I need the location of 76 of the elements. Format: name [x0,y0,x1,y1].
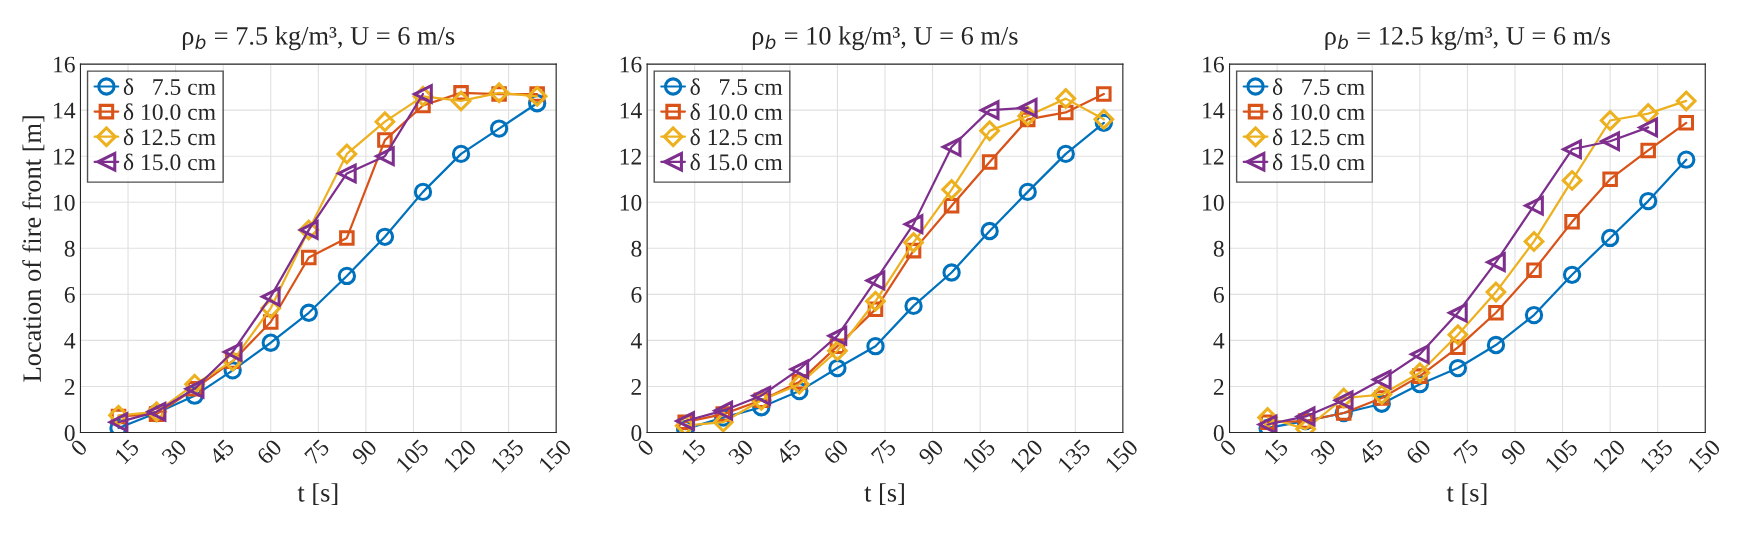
legend-label: δ 7.5 cm [690,78,783,96]
x-tick-label: 135 [1057,438,1092,473]
legend-label: δ 7.5 cm [123,78,216,96]
legend-label: δ 10.0 cm [690,103,783,121]
legend-label: δ 15.0 cm [123,153,216,171]
y-tick-label: 6 [1213,286,1224,303]
x-tick-label: 90 [917,438,945,466]
y-axis-title: Location of fire front [m] [22,116,45,382]
chart-title: ρ$_{b}$ = 12.5 kg/m³, U = 6 m/s [1325,26,1610,51]
y-tick-label: 8 [1213,240,1224,257]
y-tick-label: 14 [1203,102,1225,119]
y-tick-label: 2 [64,379,75,395]
x-tick-label: 45 [1357,438,1385,466]
legend-label: δ 10.0 cm [1272,103,1365,121]
x-axis-title: t [s] [1446,483,1487,505]
y-tick-label: 10 [1203,194,1224,211]
x-tick-label: 45 [208,438,236,466]
y-tick-label: 10 [620,194,642,211]
x-tick-label: 105 [1544,438,1579,473]
y-tick-label: 0 [631,425,642,441]
x-tick-label: 60 [822,438,850,466]
x-tick-label: 15 [1263,438,1289,465]
x-tick-label: 15 [680,438,707,465]
x-tick-label: 90 [1500,438,1527,466]
x-tick-label: 105 [962,438,997,473]
x-tick-label: 30 [1310,438,1337,466]
x-tick-label: 150 [1104,438,1139,473]
x-tick-label: 75 [870,438,897,465]
x-tick-label: 90 [350,438,378,466]
chart-title: ρ$_{b}$ = 10 kg/m³, U = 6 m/s [752,26,1018,51]
y-tick-label: 12 [1203,148,1224,165]
legend-label: δ 12.5 cm [1272,128,1365,146]
y-tick-label: 12 [54,148,75,165]
y-tick-label: 8 [631,240,642,257]
legend-label: δ 12.5 cm [123,128,216,146]
legend-label: δ 10.0 cm [123,103,216,121]
x-tick-label: 30 [727,438,755,466]
y-tick-label: 8 [64,240,75,257]
y-tick-label: 16 [54,56,75,73]
x-tick-label: 105 [395,438,430,473]
y-tick-label: 4 [64,333,76,349]
y-tick-label: 4 [630,333,642,349]
x-tick-label: 120 [1591,438,1627,473]
x-tick-label: 135 [1639,438,1674,473]
y-tick-label: 0 [64,425,75,441]
x-tick-label: 15 [114,438,140,465]
legend-label: δ 15.0 cm [1272,153,1365,171]
y-tick-label: 0 [1213,425,1224,441]
y-tick-label: 2 [631,379,641,395]
x-tick-label: 75 [304,438,331,465]
x-tick-label: 60 [1405,438,1432,466]
legend-label: δ 15.0 cm [690,153,783,171]
x-tick-label: 135 [490,438,525,473]
x-tick-label: 45 [774,438,802,466]
x-tick-label: 150 [538,438,573,473]
y-tick-label: 4 [1213,333,1225,349]
x-tick-label: 150 [1687,438,1722,473]
y-tick-label: 16 [620,56,642,73]
y-tick-label: 16 [1203,56,1224,73]
chart-title: ρ$_{b}$ = 7.5 kg/m³, U = 6 m/s [182,26,455,51]
y-tick-label: 14 [620,102,642,119]
y-tick-label: 10 [54,194,75,211]
x-axis-title: t [s] [864,483,904,505]
y-tick-label: 12 [620,148,641,165]
x-tick-label: 120 [1009,438,1044,473]
x-tick-label: 30 [160,438,188,466]
legend-label: δ 7.5 cm [1272,78,1365,96]
x-tick-label: 75 [1453,438,1480,465]
x-tick-label: 120 [442,438,478,473]
x-axis-title: t [s] [297,483,338,505]
y-tick-label: 6 [64,286,75,303]
legend-label: δ 12.5 cm [690,128,783,146]
y-tick-label: 14 [54,102,76,119]
y-tick-label: 2 [1213,379,1224,395]
x-tick-label: 60 [256,438,283,466]
y-tick-label: 6 [631,286,642,303]
